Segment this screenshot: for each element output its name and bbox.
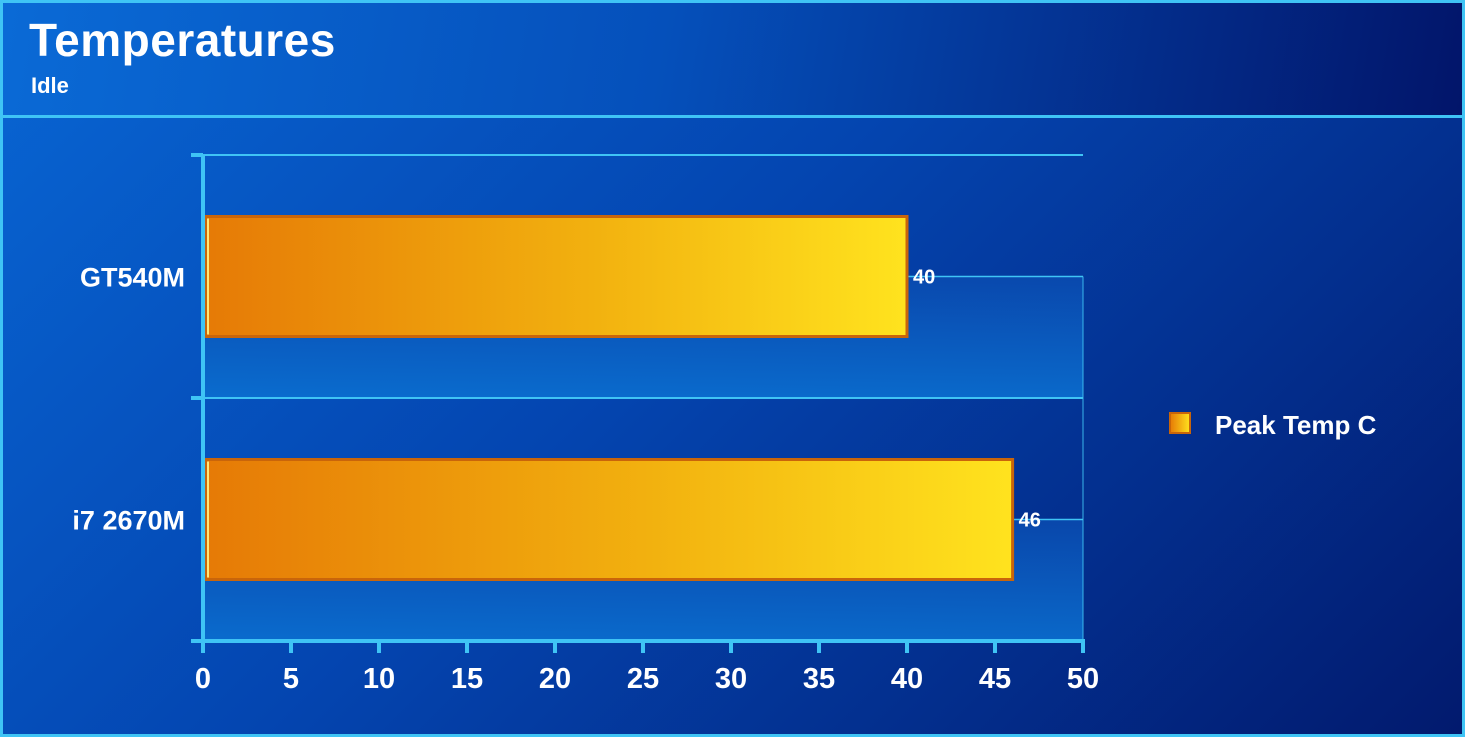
- x-tick-label: 50: [1067, 663, 1099, 695]
- legend: Peak Temp C: [1169, 410, 1377, 440]
- bars: [204, 215, 1015, 581]
- x-tick-label: 10: [363, 663, 395, 695]
- chart-title: Temperatures: [29, 14, 336, 66]
- x-tick-label: 0: [195, 663, 211, 695]
- x-tick-label: 30: [715, 663, 747, 695]
- x-tick-label: 20: [539, 663, 571, 695]
- x-axis-ticks: 0 5 10 15 20 25 30 35 40 45 50: [195, 641, 1099, 695]
- x-tick-label: 15: [451, 663, 483, 695]
- x-tick-label: 40: [891, 663, 923, 695]
- category-label: i7 2670M: [72, 506, 185, 536]
- legend-label-peak-temp: Peak Temp C: [1215, 410, 1377, 440]
- x-tick-label: 45: [979, 663, 1011, 695]
- x-tick-label: 5: [283, 663, 299, 695]
- category-labels: GT540M i7 2670M: [72, 263, 185, 536]
- bar: [204, 215, 909, 338]
- x-tick-label: 35: [803, 663, 835, 695]
- legend-swatch: [1169, 412, 1191, 434]
- data-label: 40: [913, 267, 935, 289]
- chart-subtitle: Idle: [31, 73, 69, 98]
- category-label: GT540M: [80, 263, 185, 293]
- data-label: 46: [1019, 510, 1041, 532]
- bar: [204, 458, 1015, 581]
- x-tick-label: 25: [627, 663, 659, 695]
- chart-header: Temperatures Idle: [3, 3, 1462, 118]
- data-labels: 40 46: [913, 267, 1041, 532]
